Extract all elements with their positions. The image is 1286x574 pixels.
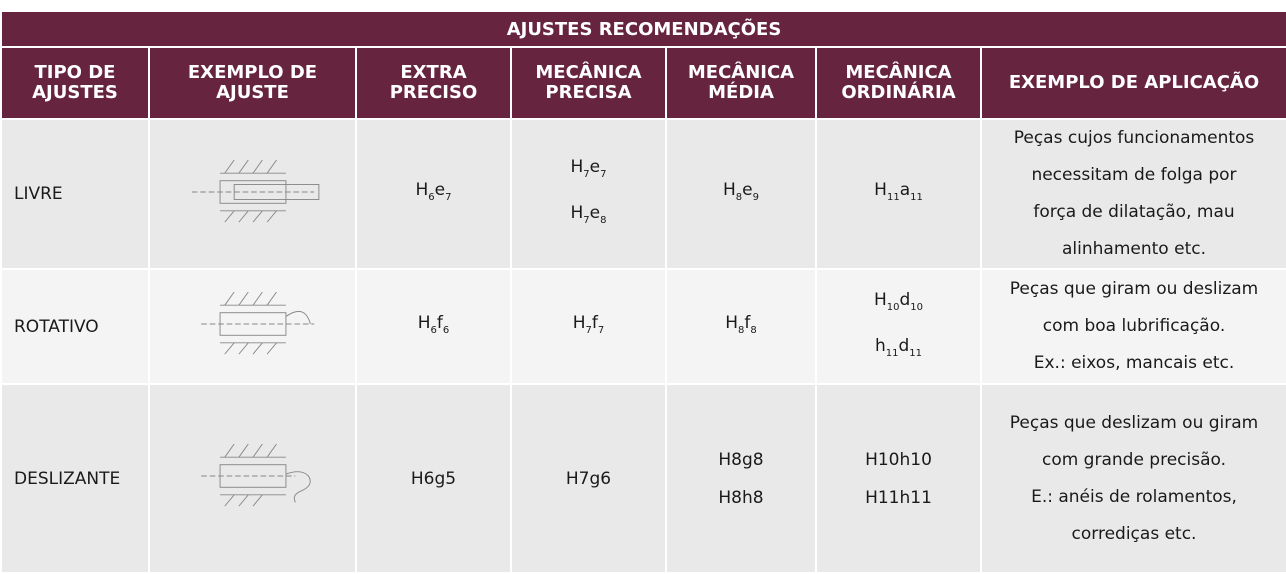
fit-code: H11h11	[865, 487, 932, 508]
table-row: DESLIZANTE H6g5 H7g6 H8g8 H8h8 H10h10 H11h11 Pe…	[0, 383, 1286, 574]
fit-type: ROTATIVO	[0, 268, 150, 385]
column-header: MECÂNICA PRECISA	[510, 46, 667, 120]
fit-drawing	[200, 443, 311, 507]
application-line: corrediças etc.	[1071, 523, 1197, 544]
table-row: ROTATIVO H6f6 H7f7 H8f8 H10d10 h11d11 Peças qu…	[0, 268, 1286, 385]
application-line: alinhamento etc.	[1062, 239, 1206, 259]
column-header: TIPO DE AJUSTES	[0, 46, 150, 120]
fit-code: H7f7	[572, 312, 605, 336]
application-line: necessitam de folga por	[1031, 165, 1237, 185]
fit-code: h11d11	[874, 335, 923, 359]
application-line: força de dilatação, mau	[1033, 202, 1235, 222]
application-line: com grande precisão.	[1041, 449, 1227, 470]
fit-cell: H11a11	[815, 118, 982, 270]
column-header: EXEMPLO DE APLICAÇÃO	[980, 46, 1286, 120]
fit-code: H10d10	[873, 289, 924, 313]
fit-code: H8h8	[718, 487, 764, 508]
fit-code: H8e9	[722, 180, 759, 203]
application: Peças que deslizam ou giram com grande pr…	[980, 383, 1286, 574]
fit-type: DESLIZANTE	[0, 383, 150, 574]
fit-cell: H8f8	[665, 268, 817, 385]
fit-code: H8g8	[718, 449, 764, 470]
application: Peças que giram ou deslizam com boa lubri…	[980, 268, 1286, 385]
column-header: MECÂNICA ORDINÁRIA	[815, 46, 982, 120]
application-line: Ex.: eixos, mancais etc.	[1033, 353, 1235, 373]
fit-code: H7e7	[570, 157, 607, 180]
table-row: LIVRE H6e7 H7e7 H7e8 H8e9 H11a11 Peças cujos f…	[0, 118, 1286, 270]
fit-type: LIVRE	[0, 118, 150, 270]
column-header: MECÂNICA MÉDIA	[665, 46, 817, 120]
application-line: Peças cujos funcionamentos	[1013, 128, 1255, 148]
fit-cell: H6g5	[355, 383, 512, 574]
fit-sketch	[148, 383, 357, 574]
fit-sketch	[148, 268, 357, 385]
fit-code: H6f6	[417, 312, 450, 336]
application-line: E.: anéis de rolamentos,	[1031, 486, 1237, 507]
fit-code: H6e7	[415, 180, 452, 203]
fit-code: H8f8	[725, 312, 757, 336]
application-line: Peças que deslizam ou giram	[1009, 412, 1259, 433]
fit-code: H6g5	[410, 468, 457, 489]
fit-cell: H6f6	[355, 268, 512, 385]
column-header: EXEMPLO DE AJUSTE	[148, 46, 357, 120]
fit-code: H7g6	[565, 468, 612, 489]
fit-code: H10h10	[865, 449, 932, 470]
table-title: AJUSTES RECOMENDAÇÕES	[0, 10, 1286, 48]
fit-cell: H6e7	[355, 118, 512, 270]
fit-cell: H10h10 H11h11	[815, 383, 982, 574]
fit-cell: H8e9	[665, 118, 817, 270]
fit-cell: H10d10 h11d11	[815, 268, 982, 385]
fits-table: AJUSTES RECOMENDAÇÕES TIPO DE AJUSTES EXE…	[0, 10, 1286, 574]
fit-sketch	[148, 118, 357, 270]
application: Peças cujos funcionamentos necessitam de …	[980, 118, 1286, 270]
fit-drawing	[200, 291, 314, 355]
fit-cell: H7f7	[510, 268, 667, 385]
application-line: com boa lubrificação.	[1042, 316, 1226, 336]
fit-code: H11a11	[874, 180, 923, 203]
column-header: EXTRA PRECISO	[355, 46, 512, 120]
application-line: Peças que giram ou deslizam	[1009, 279, 1259, 299]
fit-cell: H7g6	[510, 383, 667, 574]
fit-drawing	[191, 159, 319, 222]
fit-code: H7e8	[570, 203, 607, 226]
fit-cell: H7e7 H7e8	[510, 118, 667, 270]
fit-cell: H8g8 H8h8	[665, 383, 817, 574]
